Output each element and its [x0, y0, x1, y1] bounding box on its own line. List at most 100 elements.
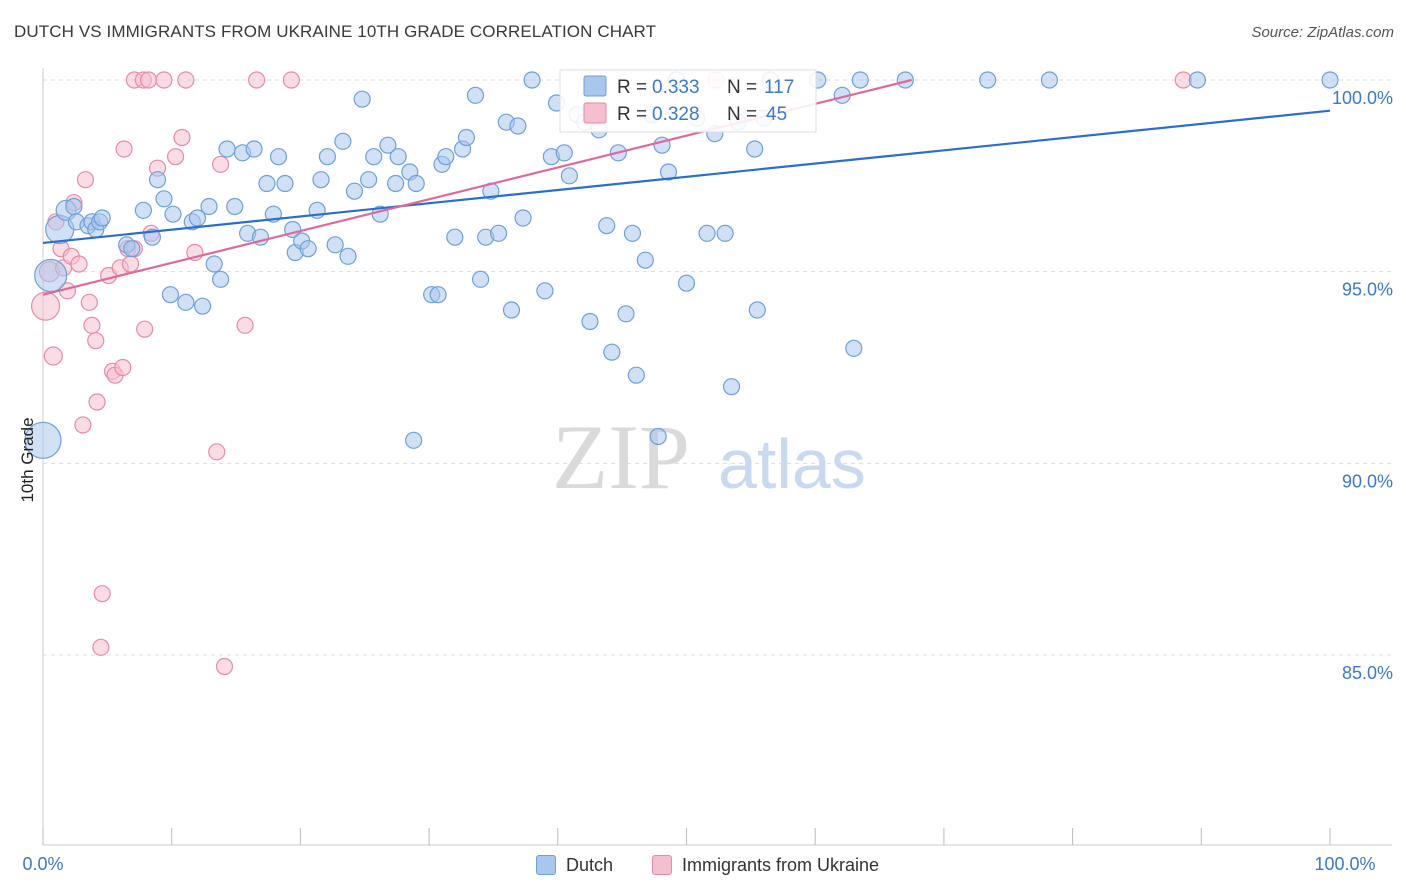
- point-dutch-70: [514, 209, 532, 227]
- point-dutch-107: [851, 71, 869, 89]
- point-ukraine-30: [139, 71, 158, 89]
- point-dutch-97: [716, 224, 734, 242]
- point-ukraine-13: [83, 316, 101, 334]
- point-dutch-72: [536, 282, 554, 300]
- legend-swatch-ukraine: [583, 102, 607, 124]
- point-dutch-101: [748, 301, 766, 319]
- stats-legend: R = 0.333 N = 117 R = 0.328 N = 45: [559, 69, 817, 133]
- legend-n-value-dutch: 117: [764, 77, 794, 98]
- point-dutch-109: [979, 71, 997, 89]
- legend-r-value-ukraine: 0.328: [652, 104, 700, 125]
- bottom-legend-label-dutch: Dutch: [566, 854, 614, 875]
- point-ukraine-39: [212, 155, 230, 173]
- y-tick-label-85: 85.0%: [1342, 663, 1393, 683]
- point-dutch-113: [24, 421, 62, 459]
- point-dutch-22: [205, 255, 223, 273]
- point-dutch-11: [134, 201, 152, 219]
- point-dutch-81: [598, 217, 616, 235]
- point-ukraine-43: [282, 71, 300, 89]
- source-label: Source: ZipAtlas.com: [1251, 24, 1394, 41]
- point-dutch-75: [555, 144, 573, 162]
- legend-r-label-ukraine: R =: [617, 104, 647, 125]
- point-dutch-33: [276, 174, 294, 193]
- point-ukraine-42: [248, 71, 266, 89]
- point-dutch-111: [1188, 71, 1207, 89]
- point-dutch-79: [581, 312, 599, 331]
- legend-r-value-dutch: 0.333: [652, 77, 700, 98]
- point-ukraine-34: [166, 148, 185, 166]
- point-dutch-62: [466, 86, 485, 104]
- point-dutch-87: [636, 251, 654, 269]
- point-ukraine-40: [215, 657, 234, 676]
- point-ukraine-33: [155, 71, 173, 89]
- point-ukraine-17: [92, 638, 110, 656]
- x-tick-label-max: 100.0%: [1314, 854, 1375, 874]
- point-dutch-93: [677, 274, 696, 292]
- point-dutch-8: [93, 209, 111, 227]
- point-dutch-54: [405, 431, 423, 449]
- point-dutch-13: [148, 171, 167, 189]
- point-dutch-69: [509, 117, 527, 135]
- point-dutch-25: [226, 197, 244, 216]
- bottom-legend-label-ukraine: Immigrants from Ukraine: [682, 854, 880, 875]
- point-dutch-91: [659, 163, 678, 181]
- point-dutch-89: [649, 427, 667, 446]
- point-ukraine-2: [43, 346, 63, 366]
- point-ukraine-29: [136, 320, 154, 338]
- point-dutch-39: [312, 171, 330, 189]
- point-dutch-66: [489, 224, 508, 242]
- point-ukraine-11: [76, 171, 95, 189]
- point-ukraine-10: [74, 416, 92, 434]
- bottom-legend-item-dutch[interactable]: Dutch: [536, 853, 613, 877]
- point-ukraine-16: [93, 585, 111, 603]
- bottom-legend-item-ukraine[interactable]: Immigrants from Ukraine: [652, 853, 879, 877]
- point-dutch-106: [845, 339, 863, 357]
- watermark-zip: ZIP: [552, 406, 690, 508]
- point-dutch-112: [1321, 71, 1339, 89]
- legend-n-label-dutch: N =: [727, 77, 757, 98]
- point-ukraine-36: [177, 71, 195, 89]
- point-ukraine-15: [88, 393, 106, 411]
- point-ukraine-9: [70, 255, 88, 273]
- point-dutch-100: [746, 140, 764, 158]
- point-dutch-110: [1040, 71, 1059, 89]
- point-ukraine-23: [115, 140, 133, 158]
- point-dutch-51: [389, 148, 407, 166]
- watermark-atlas: atlas: [718, 425, 866, 503]
- point-dutch-28: [245, 140, 263, 158]
- point-dutch-58: [437, 148, 455, 166]
- point-ukraine-35: [173, 128, 191, 147]
- point-dutch-30: [258, 174, 276, 193]
- point-dutch-14: [155, 190, 173, 208]
- point-dutch-17: [177, 293, 195, 311]
- point-ukraine-41: [236, 316, 254, 334]
- point-dutch-47: [365, 148, 383, 166]
- trendline-dutch: [42, 109, 1331, 245]
- point-dutch-46: [360, 171, 378, 189]
- point-ukraine-0: [30, 291, 61, 321]
- y-axis-label: 10th Grade: [18, 417, 37, 502]
- legend-swatch-dutch: [583, 75, 607, 97]
- point-dutch-23: [212, 270, 230, 288]
- legend-r-label-dutch: R =: [617, 77, 647, 98]
- legend-n-label-ukraine: N =: [727, 104, 757, 125]
- point-dutch-15: [164, 205, 182, 223]
- point-dutch-32: [269, 148, 288, 166]
- point-dutch-59: [446, 228, 464, 246]
- point-dutch-42: [334, 132, 352, 150]
- point-ukraine-25: [121, 255, 140, 273]
- legend-n-value-ukraine: 45: [766, 104, 787, 125]
- point-dutch-85: [623, 224, 642, 242]
- grid-layer: 85.0% 90.0% 95.0% 100.0%: [43, 79, 1393, 683]
- x-tick-label-min: 0.0%: [22, 854, 63, 874]
- point-dutch-108: [896, 71, 914, 89]
- point-dutch-16: [161, 286, 180, 304]
- point-dutch-82: [603, 343, 621, 361]
- point-dutch-68: [502, 301, 521, 319]
- point-dutch-41: [326, 236, 344, 254]
- watermark: ZIP atlas: [552, 406, 866, 508]
- point-ukraine-12: [80, 293, 98, 311]
- point-dutch-24: [218, 140, 236, 158]
- bottom-legend: Dutch Immigrants from Ukraine: [0, 850, 1406, 880]
